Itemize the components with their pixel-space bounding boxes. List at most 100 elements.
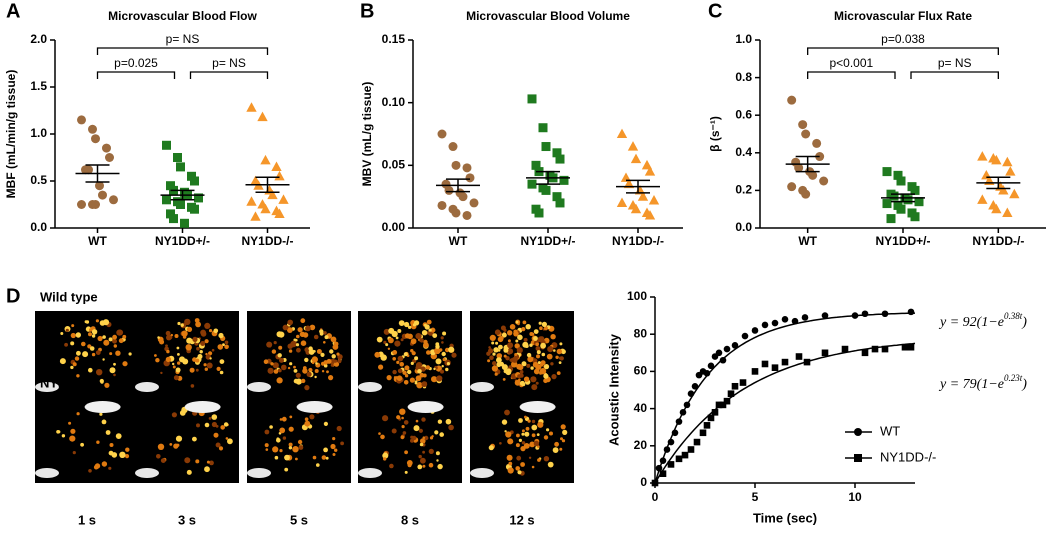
time-label: 5 s [290, 512, 308, 527]
speckle [213, 328, 219, 334]
speckle [76, 374, 80, 378]
speckle [336, 425, 342, 432]
speckle [194, 318, 200, 323]
speckle [435, 358, 442, 365]
speckle [441, 341, 444, 344]
y-tick-label: 0.2 [735, 183, 752, 197]
y-tick-label: 0.00 [382, 220, 406, 234]
speckle [297, 327, 303, 333]
speckle [218, 446, 224, 451]
speckle [549, 431, 553, 436]
speckle [165, 356, 172, 363]
point [627, 141, 639, 151]
speckle [195, 368, 199, 372]
speckle [537, 338, 541, 343]
speckle [421, 330, 428, 336]
speckle [302, 366, 307, 370]
speckle [540, 342, 546, 349]
speckle [122, 334, 127, 339]
speckle [387, 347, 391, 350]
speckle [521, 361, 527, 367]
point [541, 185, 551, 195]
speckle [422, 464, 426, 468]
speckle [442, 331, 447, 336]
speckle [321, 370, 325, 373]
speckle [298, 445, 304, 450]
speckle [491, 365, 498, 372]
speckle [428, 328, 432, 332]
speckle [173, 443, 179, 449]
y-tick-label: 1.5 [30, 79, 47, 93]
speckle [166, 349, 170, 354]
speckle [396, 415, 401, 420]
speckle [175, 367, 181, 373]
point [194, 193, 203, 203]
bright-echo [358, 468, 382, 478]
speckle [515, 466, 520, 471]
speckle [445, 418, 452, 425]
speckle [419, 338, 424, 343]
speckle [281, 364, 287, 371]
speckle [517, 374, 522, 379]
speckle [70, 341, 75, 346]
point [910, 212, 920, 222]
speckle [288, 442, 293, 447]
speckle [505, 356, 510, 361]
speckle [528, 456, 532, 459]
speckle [330, 443, 336, 450]
bright-echo [184, 401, 221, 413]
speckle [509, 358, 513, 362]
y-tick-label: 20 [634, 438, 648, 452]
point [552, 192, 562, 202]
bright-echo [35, 468, 59, 478]
speckle [192, 336, 198, 342]
speckle [404, 450, 408, 455]
point [176, 200, 185, 209]
chart-title: Microvascular Blood Flow [108, 9, 257, 23]
speckle [436, 459, 439, 462]
speckle [329, 349, 334, 354]
speckle [420, 438, 426, 444]
speckle [437, 463, 443, 470]
speckle [451, 352, 457, 358]
speckle [309, 324, 316, 331]
speckle [300, 318, 306, 324]
point [703, 369, 711, 377]
point [555, 154, 565, 164]
point [671, 429, 679, 437]
speckle [400, 321, 404, 326]
speckle [304, 420, 311, 427]
panel-letter: C [708, 0, 722, 22]
speckle [213, 432, 219, 438]
speckle [295, 372, 301, 378]
speckle [176, 346, 180, 350]
speckle [70, 428, 76, 434]
speckle [430, 327, 436, 333]
y-axis-label: MBV (mL/g tissue) [360, 82, 374, 187]
point [190, 204, 199, 214]
point [771, 319, 779, 327]
speckle [219, 370, 224, 375]
speckle [537, 421, 544, 428]
speckle [128, 352, 132, 356]
x-tick-label: NY1DD+/- [875, 234, 930, 248]
speckle [169, 443, 173, 446]
speckle [404, 365, 410, 371]
point [991, 203, 1002, 214]
speckle [378, 364, 384, 370]
speckle [541, 352, 546, 357]
speckle [415, 375, 422, 382]
speckle [284, 467, 289, 472]
speckle [267, 367, 274, 374]
point [162, 195, 171, 205]
speckle [438, 420, 441, 424]
speckle [319, 329, 324, 334]
y-axis-label: Acoustic Intensity [606, 333, 621, 446]
speckle [204, 322, 211, 329]
speckle [95, 350, 101, 355]
point [663, 446, 671, 453]
speckle [278, 331, 285, 338]
speckle [333, 341, 339, 347]
speckle [287, 319, 294, 326]
speckle [499, 335, 504, 341]
